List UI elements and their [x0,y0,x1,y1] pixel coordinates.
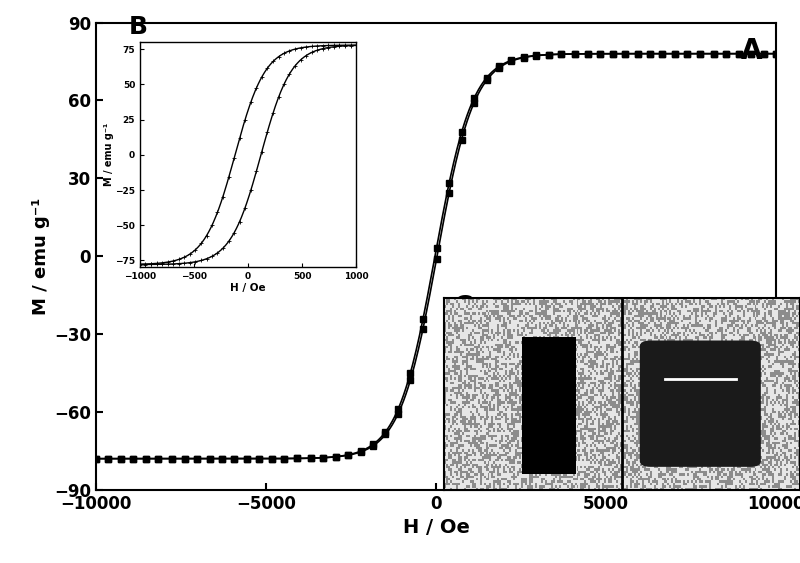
Text: B: B [129,15,148,39]
X-axis label: H / Oe: H / Oe [230,283,266,293]
Y-axis label: M / emu g⁻¹: M / emu g⁻¹ [104,123,114,186]
Y-axis label: M / emu g⁻¹: M / emu g⁻¹ [32,198,50,315]
X-axis label: H / Oe: H / Oe [402,518,470,537]
FancyBboxPatch shape [640,341,761,467]
Text: A: A [741,37,762,65]
Bar [522,337,576,475]
Text: C: C [453,293,474,321]
